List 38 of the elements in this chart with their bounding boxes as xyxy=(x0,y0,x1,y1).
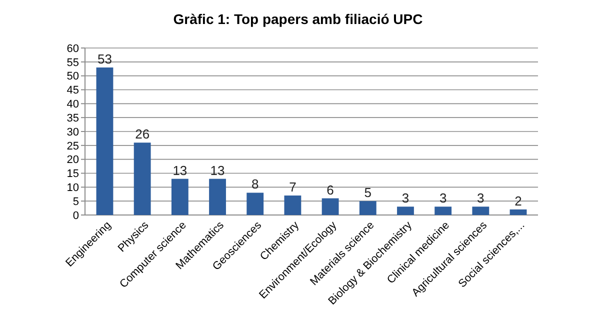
y-tick-label: 0 xyxy=(72,210,79,222)
data-label: 6 xyxy=(326,182,334,198)
y-tick-label: 45 xyxy=(66,84,79,97)
y-tick-label: 20 xyxy=(66,154,79,166)
bar xyxy=(134,142,151,215)
y-tick-label: 5 xyxy=(72,196,79,208)
data-label: 13 xyxy=(172,162,188,178)
bar xyxy=(284,196,302,215)
y-tick-label: 40 xyxy=(66,98,79,111)
bar xyxy=(96,67,114,215)
bar xyxy=(397,206,414,215)
y-tick-label: 35 xyxy=(66,112,79,124)
bar xyxy=(246,192,264,215)
bar xyxy=(209,178,226,215)
y-tick-label: 60 xyxy=(66,42,79,55)
data-label: 13 xyxy=(210,162,225,178)
chart-title: Gràfic 1: Top papers amb filiació UPC xyxy=(173,11,423,27)
y-tick-label: 55 xyxy=(66,56,79,69)
bar xyxy=(171,178,188,215)
bar xyxy=(472,206,490,215)
bar xyxy=(434,206,452,215)
y-tick-label: 15 xyxy=(66,168,79,180)
data-label: 3 xyxy=(477,190,484,206)
y-tick-label: 50 xyxy=(66,70,79,83)
y-tick-label: 30 xyxy=(66,126,79,138)
data-label: 5 xyxy=(364,185,372,200)
y-tick-label: 25 xyxy=(66,140,79,152)
bar xyxy=(510,209,527,215)
data-label: 3 xyxy=(439,190,447,206)
bar xyxy=(322,198,339,215)
data-label: 7 xyxy=(289,180,296,195)
data-label: 8 xyxy=(251,176,259,192)
y-tick-label: 10 xyxy=(66,182,79,194)
data-label: 2 xyxy=(514,193,522,208)
data-label: 26 xyxy=(135,126,150,142)
data-label: 3 xyxy=(402,190,410,206)
bar xyxy=(359,201,376,215)
data-label: 53 xyxy=(98,51,112,66)
